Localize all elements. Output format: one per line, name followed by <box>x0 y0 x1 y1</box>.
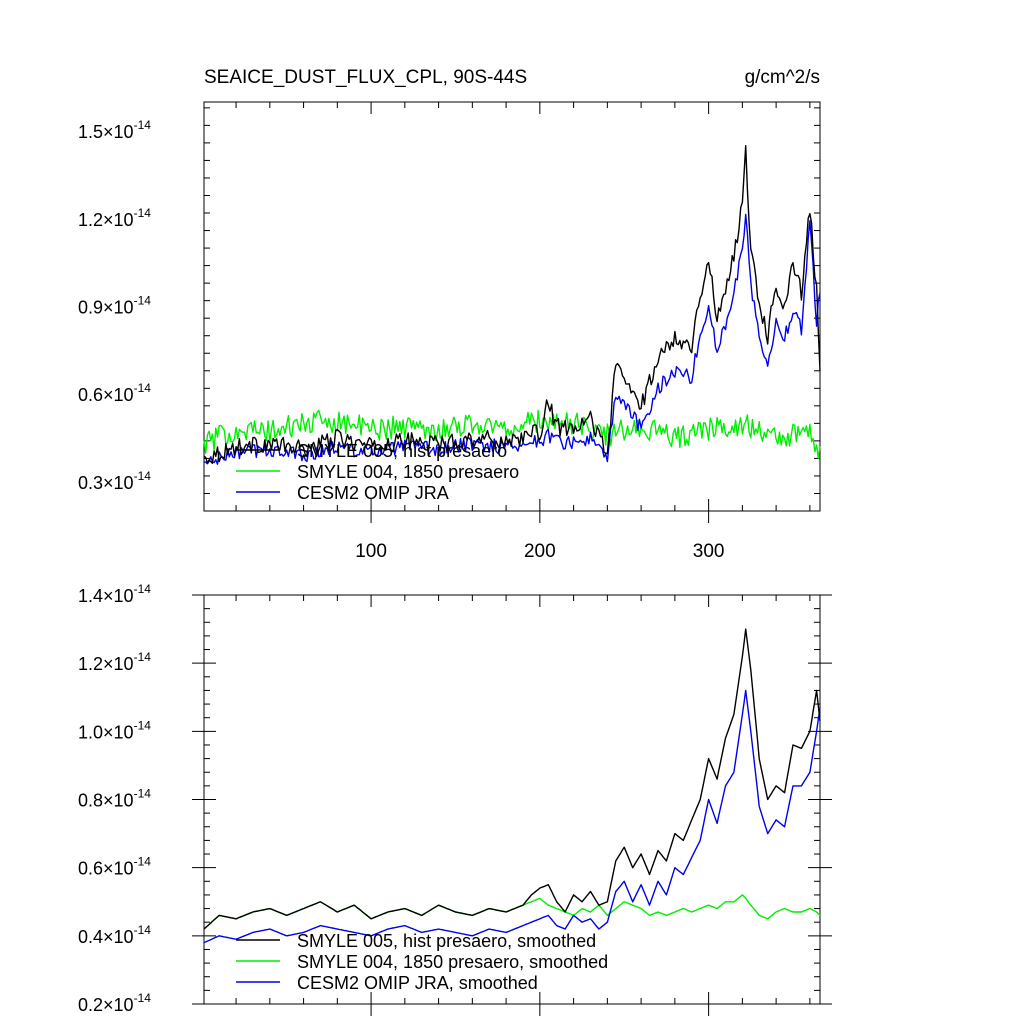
series-line-1 <box>203 409 821 459</box>
y-tick-label: 0.6×10-14 <box>78 381 151 405</box>
y-tick-label: 0.8×10-14 <box>78 787 151 811</box>
y-tick-label: 0.9×10-14 <box>78 294 151 318</box>
y-tick-label: 1.4×10-14 <box>78 582 151 606</box>
legend-label: SMYLE 004, 1850 presaero, smoothed <box>297 952 608 972</box>
bottom-panel-y-tick-labels: 0.2×10-14 0.4×10-14 0.6×10-14 0.8×10-14 1.0×… <box>78 582 151 1015</box>
x-tick-label: 100 <box>355 541 387 562</box>
legend-label: SMYLE 004, 1850 presaero <box>297 462 519 482</box>
legend-label: CESM2 OMIP JRA, smoothed <box>297 973 538 993</box>
top-panel-frame <box>203 101 821 512</box>
y-tick-label: 1.2×10-14 <box>78 650 151 674</box>
legend-label: SMYLE 005, hist presaero, smoothed <box>297 931 596 951</box>
series-line-2 <box>203 689 821 944</box>
legend-label: CESM2 OMIP JRA <box>297 483 449 503</box>
bottom-panel-series <box>203 628 821 944</box>
y-tick-label: 1.0×10-14 <box>78 718 151 742</box>
units-label: g/cm^2/s <box>745 67 820 88</box>
legend-label: SMYLE 005, hist presaero <box>297 441 507 461</box>
x-tick-label: 200 <box>524 541 556 562</box>
x-tick-label: 300 <box>693 541 725 562</box>
top-panel-y-tick-labels: 0.3×10-14 0.6×10-14 0.9×10-14 1.2×10-14 1.5×… <box>78 118 151 493</box>
plot-title: SEAICE_DUST_FLUX_CPL, 90S-44S <box>204 67 527 88</box>
bottom-panel: 0.2×10-14 0.4×10-14 0.6×10-14 0.8×10-14 1.0×… <box>78 582 832 1016</box>
y-tick-label: 1.5×10-14 <box>78 118 151 142</box>
y-tick-label: 0.2×10-14 <box>78 991 151 1015</box>
series-line-0 <box>203 628 821 930</box>
series-line-0 <box>203 144 821 464</box>
top-panel-ticks <box>204 102 820 523</box>
y-tick-label: 1.2×10-14 <box>78 206 151 230</box>
y-tick-label: 0.6×10-14 <box>78 855 151 879</box>
bottom-panel-legend: SMYLE 005, hist presaero, smoothedSMYLE … <box>236 931 608 993</box>
top-panel-series <box>203 144 821 465</box>
series-line-2 <box>203 213 821 465</box>
top-panel-x-tick-labels: 100 200 300 <box>355 541 724 562</box>
bottom-panel-ticks <box>192 594 832 1016</box>
y-tick-label: 0.3×10-14 <box>78 469 151 493</box>
top-panel: 0.3×10-14 0.6×10-14 0.9×10-14 1.2×10-14 1.5×… <box>78 101 821 562</box>
y-tick-label: 0.4×10-14 <box>78 923 151 947</box>
